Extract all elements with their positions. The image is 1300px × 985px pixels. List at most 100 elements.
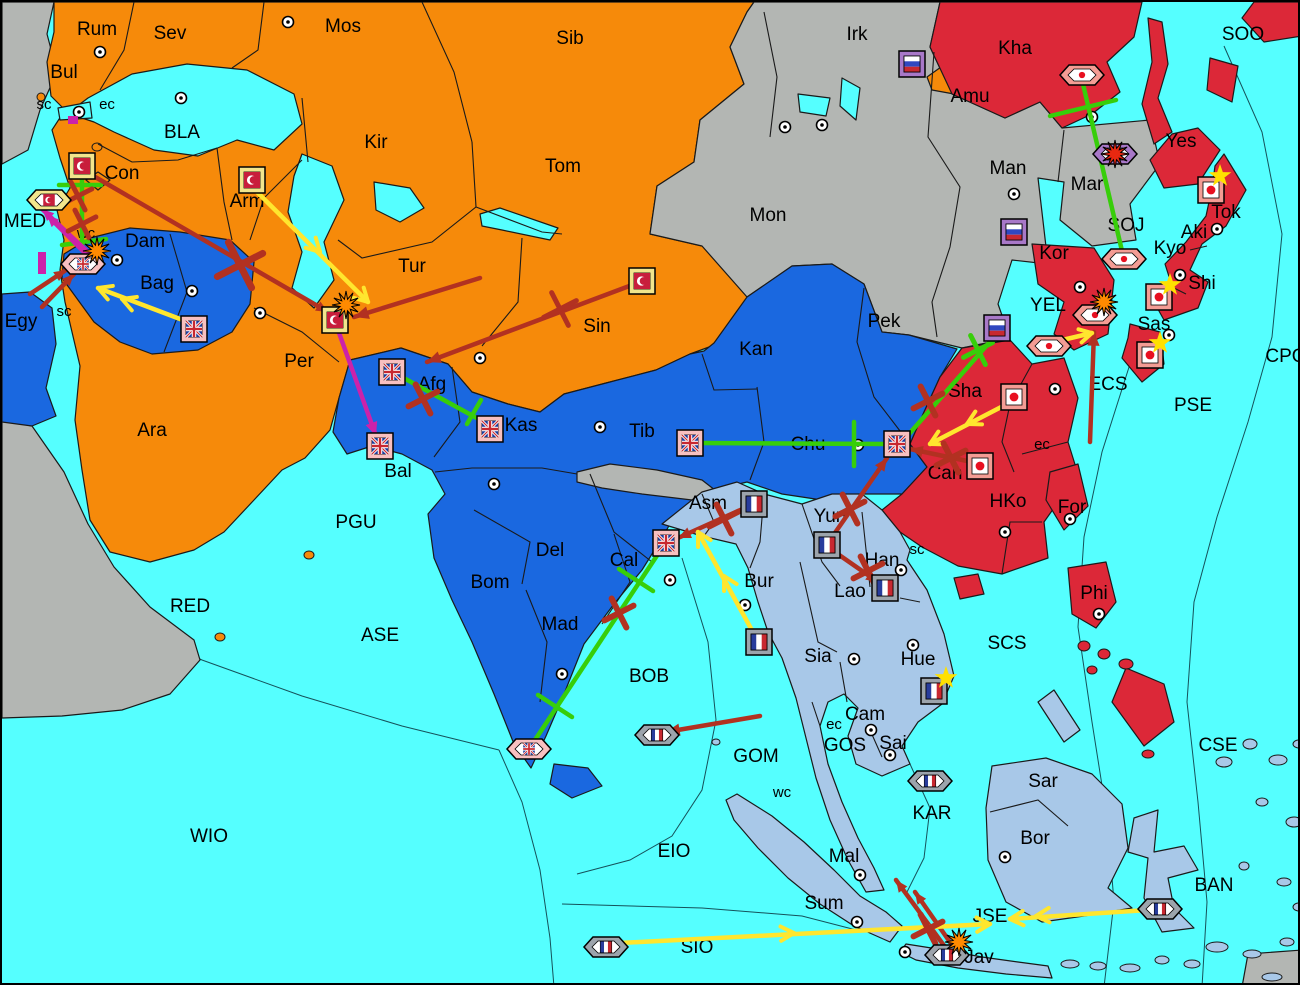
support-order <box>1047 81 1125 254</box>
unit-turkey-army-Per[interactable] <box>321 306 349 334</box>
region-label-Tom: Tom <box>545 156 581 177</box>
arrow-chevron <box>1034 914 1052 925</box>
unit-turkey-fleet-MED[interactable] <box>25 189 73 211</box>
arrow-head <box>875 458 887 472</box>
unit-russia-army-Pek[interactable] <box>983 314 1011 342</box>
sea-label-GOS: GOS <box>824 735 866 756</box>
supply-center <box>555 667 569 681</box>
supply-center <box>1063 512 1077 526</box>
coast-label-ec: ec <box>1034 436 1050 453</box>
region-label-Mal: Mal <box>829 846 860 867</box>
unit-japan-army-Sha[interactable] <box>1000 383 1028 411</box>
unit-britain-army-Cal[interactable] <box>652 529 680 557</box>
small-island <box>1097 648 1111 660</box>
region-label-Pek: Pek <box>868 311 901 332</box>
region-label-Egy: Egy <box>5 311 38 332</box>
small-island <box>303 550 315 560</box>
unit-france-fleet-BAN[interactable] <box>1136 898 1184 920</box>
support-order <box>56 171 109 253</box>
region-label-Phi: Phi <box>1080 583 1107 604</box>
sea-label-EIO: EIO <box>658 841 691 862</box>
region-label-Lao: Lao <box>834 581 866 602</box>
sea-label-MED: MED <box>4 211 46 232</box>
supply-center <box>593 420 607 434</box>
region-label-Sib: Sib <box>556 28 583 49</box>
small-island <box>1242 738 1258 750</box>
sea-border <box>498 749 555 983</box>
arrow-head <box>896 880 908 893</box>
region-label-Rum: Rum <box>77 19 117 40</box>
unit-france-fleet-BOB[interactable] <box>633 724 681 746</box>
unit-japan-fleet-Kha[interactable] <box>1058 64 1106 86</box>
unit-britain-army-Bag[interactable] <box>180 315 208 343</box>
unit-france-fleet-KAR[interactable] <box>906 770 954 792</box>
arrow-chevron <box>696 530 713 543</box>
unit-japan-fleet-Kor[interactable] <box>1071 304 1119 326</box>
sea-label-WIO: WIO <box>190 826 228 847</box>
region-label-Mos: Mos <box>325 16 361 37</box>
unit-britain-army-Kas[interactable] <box>476 415 504 443</box>
unit-britain-fleet-Mad[interactable] <box>505 738 553 760</box>
unit-britain-army-Afg[interactable] <box>378 358 406 386</box>
small-island <box>1255 797 1269 807</box>
order-arrow <box>907 446 975 465</box>
province-border <box>253 307 340 363</box>
sea-label-ASE: ASE <box>361 625 399 646</box>
province-border <box>434 467 578 475</box>
sea-label-BAN: BAN <box>1194 875 1233 896</box>
supply-center <box>778 120 792 134</box>
arrow-head <box>915 892 927 905</box>
province-border <box>763 11 778 138</box>
region-label-Sin: Sin <box>583 316 610 337</box>
region-label-Dam: Dam <box>125 231 165 252</box>
province-border <box>1021 441 1069 455</box>
unit-france-army-Asm[interactable] <box>740 490 768 518</box>
unit-britain-army-Bal[interactable] <box>366 432 394 460</box>
sea-label-PGU: PGU <box>335 512 376 533</box>
arrow-head <box>47 215 60 228</box>
small-island <box>1238 861 1250 871</box>
unit-france-army-Hue[interactable] <box>920 677 948 705</box>
region-label-Bag: Bag <box>140 273 174 294</box>
province-border <box>701 353 758 391</box>
region-label-HKo: HKo <box>990 491 1027 512</box>
unit-turkey-army-Sin[interactable] <box>628 267 656 295</box>
failed-order-cross <box>832 491 868 527</box>
caspian <box>287 153 345 309</box>
sea-label-SIO: SIO <box>681 937 714 958</box>
region-label-Sas: Sas <box>1138 314 1171 335</box>
coast-label-ec: ec <box>826 716 842 733</box>
unit-france-army-Yun[interactable] <box>813 531 841 559</box>
arrow-head <box>427 351 442 363</box>
unit-france-fleet-SIO[interactable] <box>582 936 630 958</box>
sea-label-ECS: ECS <box>1088 374 1127 395</box>
coast-label-sc: sc <box>57 303 73 320</box>
supply-center <box>1162 328 1176 342</box>
sea-label-SOO: SOO <box>1222 24 1264 45</box>
unit-france-army-Bur[interactable] <box>745 628 773 656</box>
unit-japan-fleet-SOJ[interactable] <box>1100 248 1148 270</box>
small-island <box>1276 877 1292 887</box>
order-arrow <box>827 455 890 543</box>
unit-france-army-Han[interactable] <box>871 574 899 602</box>
sea-label-SCS: SCS <box>987 633 1026 654</box>
region-label-Del: Del <box>536 540 565 561</box>
dislodged-burst <box>1089 287 1119 317</box>
unit-russia-army-Irk[interactable] <box>898 50 926 78</box>
small-island <box>1285 816 1298 828</box>
province-border <box>899 597 921 603</box>
unit-britain-army-Tib[interactable] <box>676 429 704 457</box>
unit-japan-army-Can[interactable] <box>966 452 994 480</box>
unit-russia-army-Man[interactable] <box>1000 218 1028 246</box>
unit-japan-army-Tok[interactable] <box>1197 176 1225 204</box>
supply-center <box>281 15 295 29</box>
unit-japan-fleet-YEL[interactable] <box>1025 335 1073 357</box>
region-label-Yes: Yes <box>1166 131 1197 152</box>
unit-turkey-army-Con[interactable] <box>68 152 96 180</box>
supply-center <box>864 723 878 737</box>
region-label-Sar: Sar <box>1028 771 1058 792</box>
arrow-chevron <box>1034 905 1051 918</box>
unit-turkey-army-Arm[interactable] <box>238 166 266 194</box>
arrow-head <box>61 274 74 287</box>
unit-britain-army-Chu[interactable] <box>883 430 911 458</box>
